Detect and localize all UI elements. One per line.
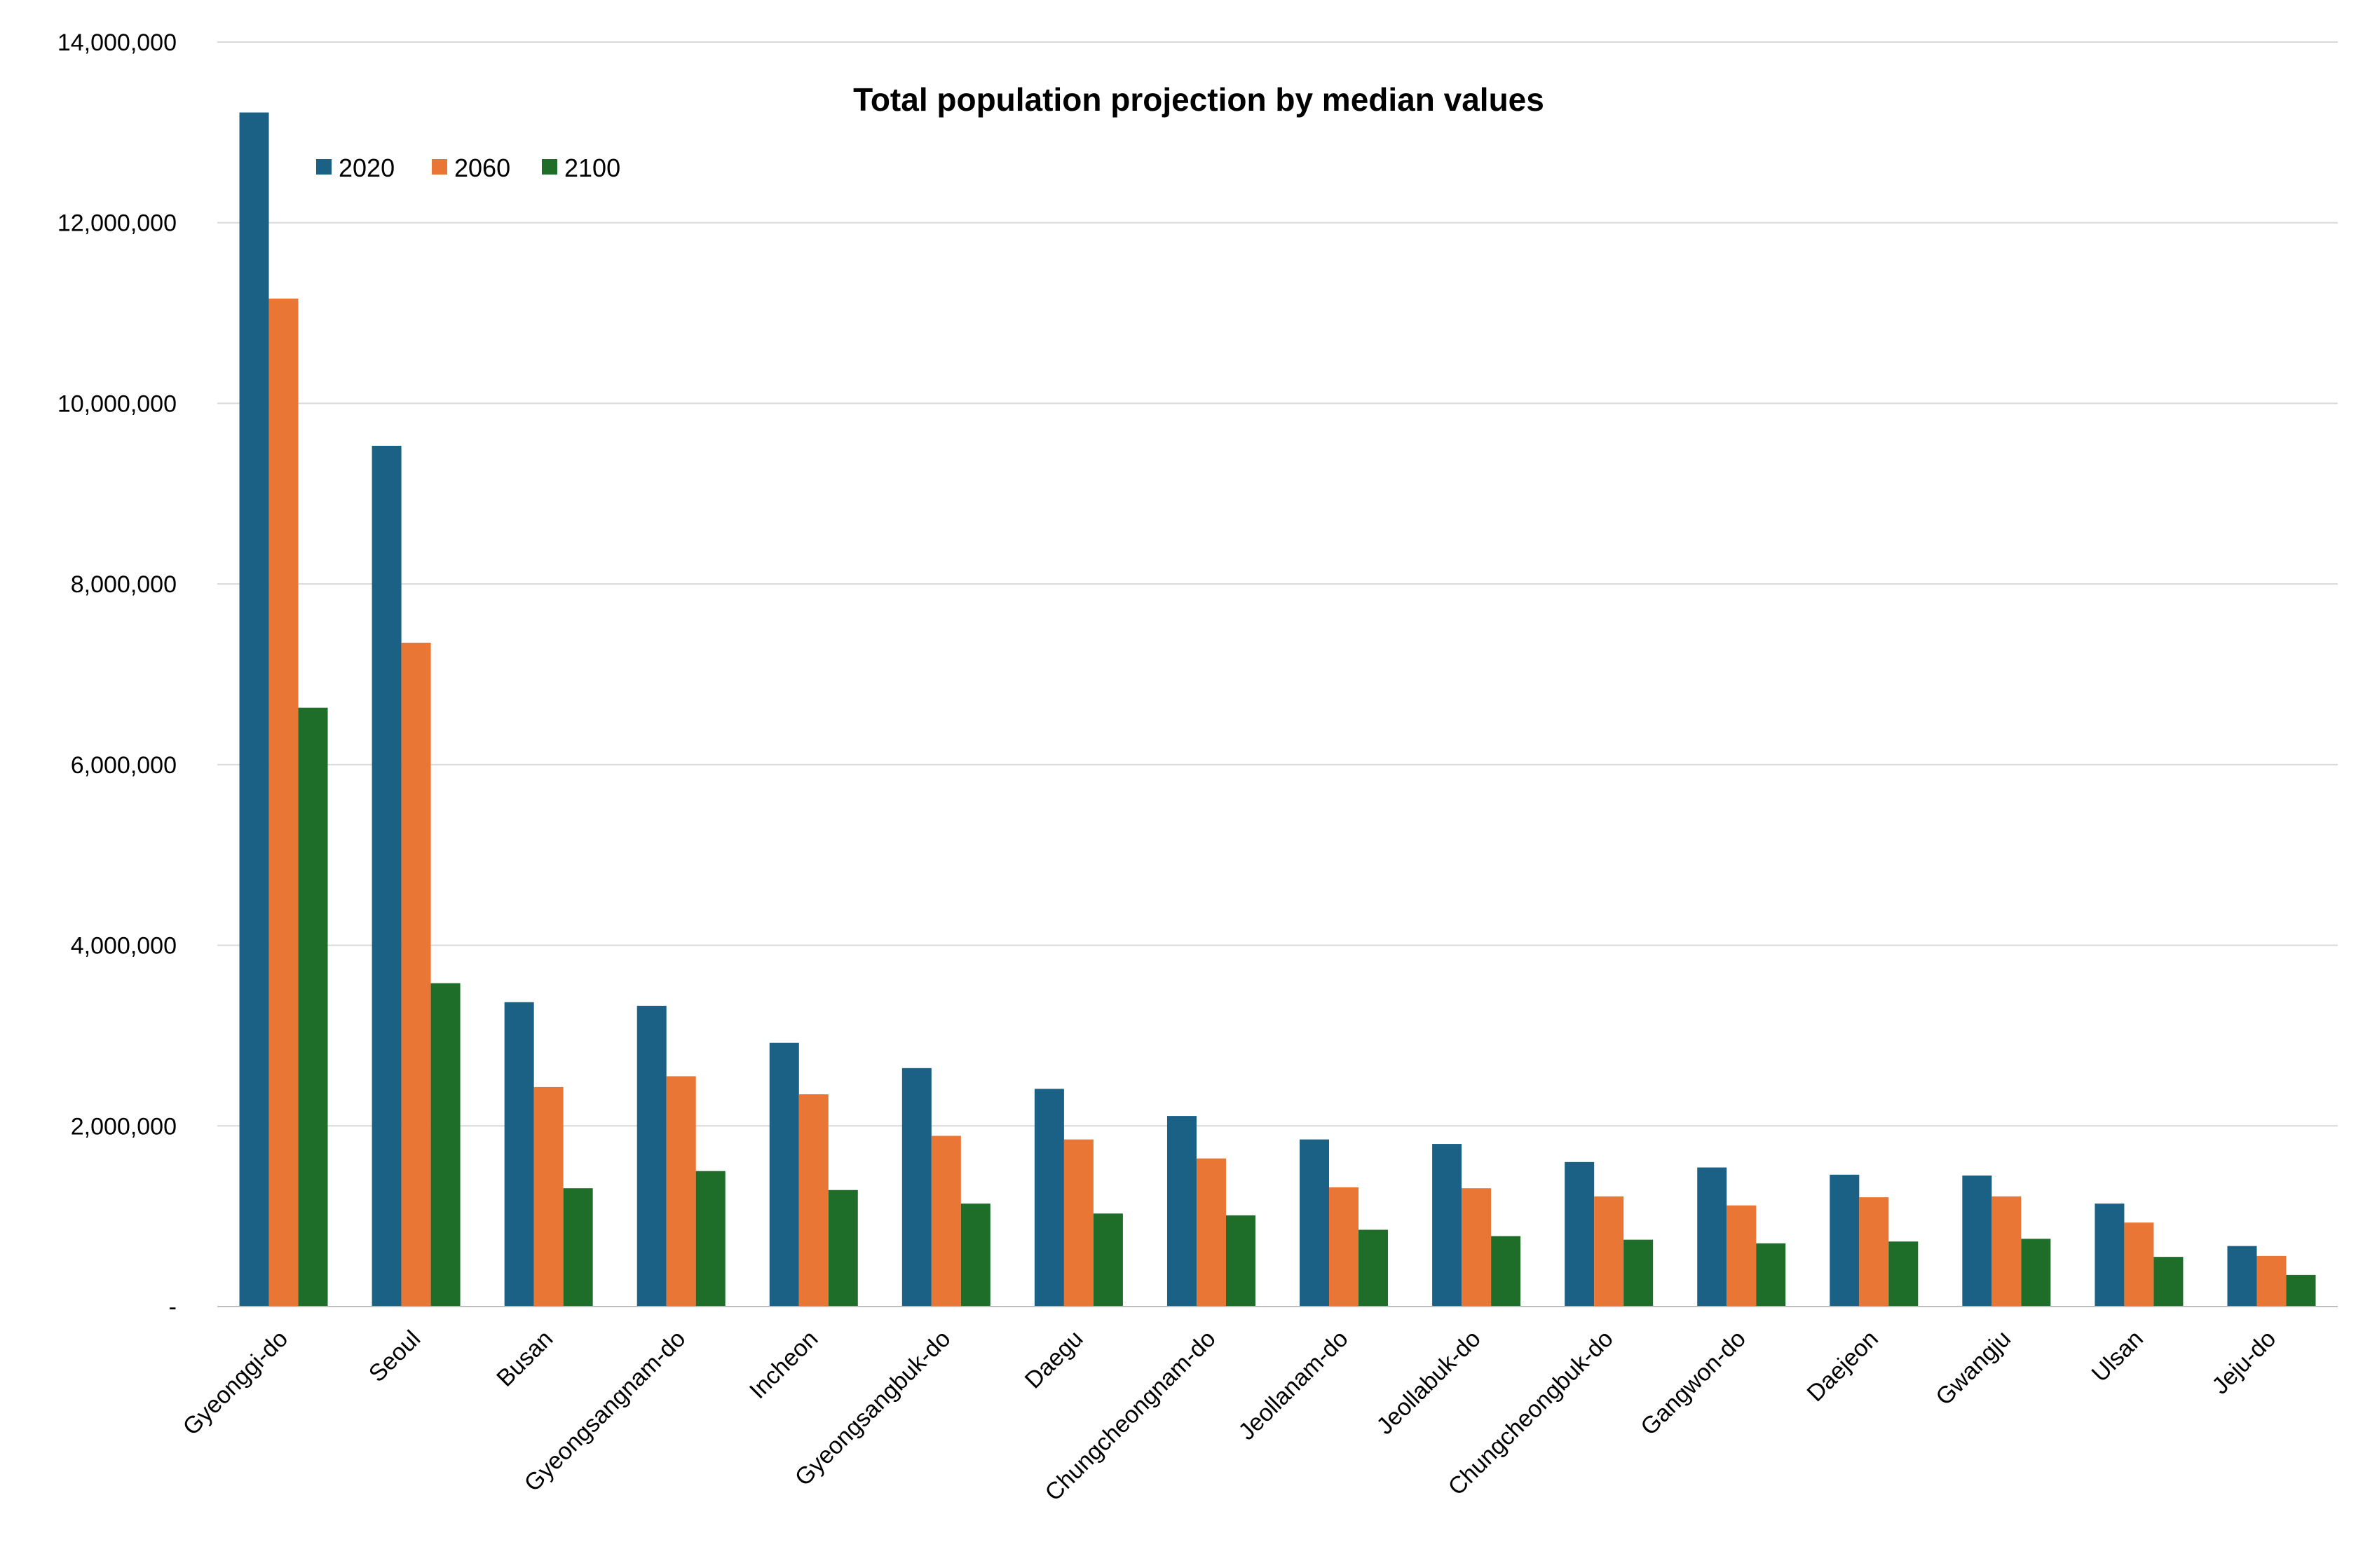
bar-2060-gangwon-do [1727,1205,1757,1307]
bar-2060-jeollabuk-do [1462,1188,1492,1307]
y-tick-label: 14,000,000 [57,29,177,56]
bar-2020-chungcheongbuk-do [1565,1161,1595,1307]
bar-2060-busan [533,1086,564,1307]
bar-2020-ulsan [2095,1204,2125,1307]
bar-2020-gangwon-do [1697,1167,1727,1307]
y-axis-tick-labels: - 2,000,000 4,000,000 6,000,000 8,000,000 10,… [57,29,177,1321]
bar-2020-jeju-do [2227,1246,2257,1307]
legend-swatch-2020 [316,159,332,175]
gridlines [217,41,2338,1127]
bar-2100-gyeongsangnam-do [695,1171,726,1307]
bar-2020-incheon [769,1042,799,1307]
bar-2100-daegu [1093,1213,1123,1307]
y-tick-label: 12,000,000 [57,210,177,237]
bar-2060-ulsan [2124,1222,2154,1307]
bar-2060-chungcheongnam-do [1196,1158,1226,1307]
x-tick-label: Jeju-do [2207,1325,2281,1400]
y-tick-label: 6,000,000 [71,752,177,779]
legend-label-2020: 2020 [339,154,395,182]
bar-2060-seoul [401,642,431,1307]
x-tick-label: Gangwon-do [1635,1325,1751,1441]
bar-2100-gyeongsangbuk-do [960,1204,990,1307]
x-tick-label: Gwangju [1931,1325,2016,1411]
bar-2020-seoul [372,445,402,1307]
x-tick-label: Daegu [1020,1325,1089,1394]
y-tick-label: 2,000,000 [71,1113,177,1140]
x-tick-label: Seoul [364,1325,425,1387]
legend-swatch-2060 [432,159,447,175]
bar-2060-gyeongsangbuk-do [931,1136,961,1307]
bar-2060-jeju-do [2256,1255,2287,1307]
bar-2100-chungcheongbuk-do [1623,1239,1654,1307]
bar-2060-gyeongsangnam-do [666,1076,696,1307]
y-tick-label: 8,000,000 [71,571,177,598]
chart-title: Total population projection by median va… [853,81,1544,118]
x-tick-label: Gyeonggi-do [178,1325,294,1441]
y-tick-label: 10,000,000 [57,390,177,417]
bar-2100-gangwon-do [1756,1243,1786,1307]
bar-2020-daejeon [1830,1174,1860,1307]
bar-2060-chungcheongbuk-do [1594,1196,1624,1307]
x-tick-label: Daejeon [1802,1325,1884,1407]
y-tick-label: - [169,1294,177,1321]
bar-2100-gyeonggi-do [298,707,328,1307]
bar-2060-daejeon [1859,1197,1889,1307]
legend-label-2060: 2060 [454,154,510,182]
bar-2100-chungcheongnam-do [1225,1215,1255,1307]
bar-2100-jeollabuk-do [1491,1236,1521,1307]
x-tick-label: Jeollabuk-do [1372,1325,1486,1440]
bar-2020-busan [504,1002,534,1307]
bar-2100-jeollanam-do [1359,1229,1389,1307]
bar-2100-seoul [430,983,461,1307]
bar-2060-incheon [798,1094,829,1307]
bar-2100-ulsan [2153,1257,2184,1307]
legend: 2020 2060 2100 [316,154,620,182]
bar-2100-gwangju [2021,1239,2051,1307]
legend-label-2100: 2100 [564,154,620,182]
bar-2100-busan [563,1188,593,1307]
bar-2020-jeollabuk-do [1432,1144,1462,1307]
bar-2020-gyeongsangnam-do [636,1005,667,1307]
bar-2100-jeju-do [2286,1274,2316,1307]
bar-2020-gyeongsangbuk-do [901,1068,932,1307]
bar-2100-incheon [828,1189,858,1307]
y-tick-label: 4,000,000 [71,933,177,960]
bar-2020-chungcheongnam-do [1166,1116,1197,1307]
bar-2020-gyeonggi-do [239,112,269,1307]
bar-2020-jeollanam-do [1300,1139,1330,1307]
bars [239,112,2316,1307]
x-tick-label: Ulsan [2087,1325,2149,1387]
bar-2060-daegu [1063,1139,1094,1307]
bar-2100-daejeon [1888,1241,1919,1307]
x-tick-label: Jeollanam-do [1233,1325,1353,1445]
legend-swatch-2100 [542,159,557,175]
bar-2060-jeollanam-do [1329,1187,1359,1307]
x-tick-label: Busan [491,1325,558,1392]
x-tick-label: Incheon [744,1325,823,1404]
bar-2020-gwangju [1962,1175,1992,1307]
bar-2020-daegu [1034,1089,1064,1307]
bar-2060-gwangju [1991,1196,2022,1307]
bar-2060-gyeonggi-do [268,298,299,1307]
